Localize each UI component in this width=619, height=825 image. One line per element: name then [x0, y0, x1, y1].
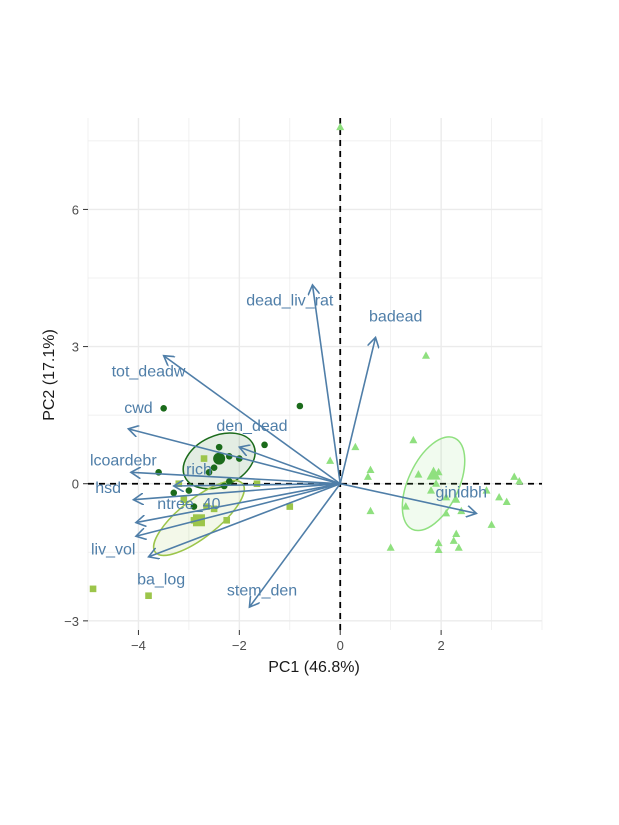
y-tick-label: −3 [64, 614, 79, 629]
loading-arrow-hsd [133, 482, 341, 500]
data-point [452, 495, 461, 503]
data-point [487, 520, 496, 528]
data-point [261, 441, 268, 449]
data-point [180, 496, 188, 504]
data-point [190, 503, 198, 510]
data-point [434, 538, 443, 547]
x-tick-label: −4 [131, 638, 146, 653]
data-point [502, 497, 511, 505]
data-point [185, 487, 193, 494]
data-point [495, 493, 504, 501]
loading-label-badead: badead [369, 308, 422, 325]
loading-arrow-dead_liv_rat [312, 285, 342, 484]
data-point [145, 592, 152, 600]
data-point [442, 509, 451, 517]
data-point [427, 486, 436, 494]
loading-arrow-ba_log [149, 482, 341, 557]
data-point [515, 477, 524, 485]
loading-label-ba_log: ba_log [137, 571, 185, 588]
group-centroid [426, 466, 441, 480]
data-point [203, 503, 210, 510]
loading-label-ginidbh: ginidbh [435, 484, 487, 501]
data-point [434, 545, 443, 553]
y-axis-title: PC2 (17.1%) [41, 329, 58, 421]
loading-arrow-den_dead [239, 447, 341, 485]
loading-arrows [128, 285, 476, 607]
data-point [363, 472, 372, 480]
loading-arrow-liv_vol [136, 482, 341, 537]
loading-label-rich: rich [186, 462, 212, 479]
loading-arrow-badead [339, 337, 375, 484]
axis-ticks: −4 −2 0 2 −3 0 3 6 [64, 202, 445, 653]
loading-arrow-stem_den [249, 483, 341, 607]
loading-arrow-lcoardebr [131, 472, 341, 485]
data-point [215, 443, 223, 451]
loading-label-tot_deadw: tot_deadw [112, 363, 186, 380]
data-point [223, 516, 231, 524]
loading-arrow-ntree_40 [136, 482, 341, 523]
data-point [366, 506, 375, 515]
y-tick-label: 0 [72, 477, 79, 492]
data-point [454, 543, 463, 551]
data-point [452, 529, 461, 537]
data-point [286, 503, 294, 510]
data-point [386, 543, 395, 551]
data-point [409, 435, 418, 444]
loading-label-hsd: hsd [95, 480, 121, 497]
data-point [510, 472, 519, 480]
data-point [225, 478, 233, 485]
data-point [442, 493, 451, 501]
loading-label-den_dead: den_dead [216, 418, 287, 435]
loading-arrow-ginidbh [340, 482, 476, 514]
data-point [210, 464, 218, 472]
data-point [210, 505, 218, 513]
loading-label-ntree_40: ntree_40 [157, 496, 220, 513]
x-tick-label: 0 [337, 638, 344, 653]
reference-lines [88, 118, 542, 630]
loading-label-cwd: cwd [124, 400, 152, 417]
loading-arrow-tot_deadw [164, 356, 341, 485]
data-point [366, 465, 375, 473]
data-point [89, 585, 97, 593]
data-point [200, 455, 208, 462]
loading-arrow-rich [174, 484, 341, 486]
data-point [351, 442, 360, 451]
x-axis-title: PC1 (46.8%) [268, 659, 360, 676]
data-point [160, 404, 167, 412]
y-tick-label: 6 [72, 202, 79, 217]
data-points [89, 122, 524, 600]
loading-label-lcoardebr: lcoardebr [90, 452, 157, 469]
loading-arrow-cwd [128, 429, 341, 485]
y-tick-label: 3 [72, 340, 79, 355]
data-point [432, 479, 441, 487]
data-point [414, 470, 423, 478]
data-point [449, 536, 458, 544]
x-tick-label: 2 [437, 638, 444, 653]
x-tick-label: −2 [232, 638, 247, 653]
data-point [253, 480, 261, 488]
loading-label-stem_den: stem_den [227, 583, 297, 600]
data-point [482, 486, 491, 494]
data-point [401, 502, 410, 510]
data-point [421, 351, 430, 359]
data-point [205, 468, 213, 476]
group-centroid [213, 452, 226, 465]
data-point [336, 122, 345, 131]
loading-label-liv_vol: liv_vol [91, 542, 135, 559]
loading-label-dead_liv_rat: dead_liv_rat [246, 292, 334, 309]
data-point [326, 456, 335, 464]
data-point [296, 402, 304, 410]
